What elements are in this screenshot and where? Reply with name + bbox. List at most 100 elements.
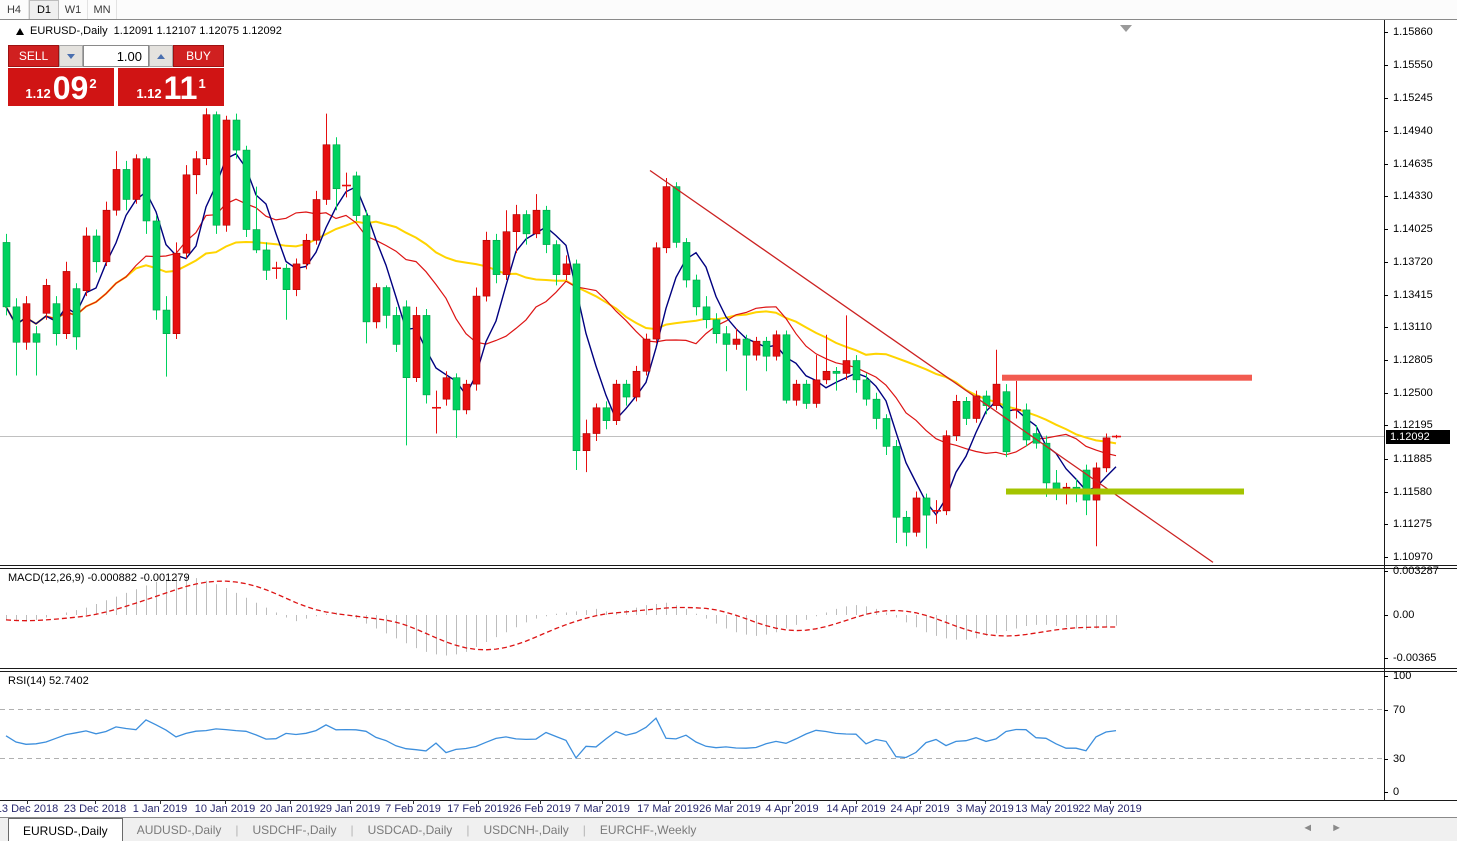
date-axis-label: 26 Feb 2019 <box>509 803 571 815</box>
indicator-axis-tick <box>1384 676 1388 677</box>
date-axis-tick <box>350 800 351 804</box>
buy-button[interactable]: BUY <box>173 45 224 67</box>
chevron-up-icon <box>157 53 165 59</box>
indicator-axis-tick <box>1384 792 1388 793</box>
price-axis-tick <box>1384 98 1388 100</box>
price-axis-tick <box>1384 163 1388 165</box>
symbol-tab-usdcnhdaily[interactable]: USDCNH-,Daily <box>483 823 569 837</box>
price-axis-tick <box>1384 294 1388 296</box>
date-axis-label: 14 Apr 2019 <box>826 803 886 815</box>
sell-button[interactable]: SELL <box>8 45 59 67</box>
price-axis-tick <box>1384 524 1388 526</box>
tab-divider: | <box>466 823 470 837</box>
date-axis-tick <box>730 800 731 804</box>
chart-canvas[interactable] <box>0 20 1457 841</box>
volume-increase-button[interactable] <box>149 45 173 67</box>
indicator-axis-tick <box>1384 615 1388 616</box>
indicator-axis-tick <box>1384 710 1388 711</box>
indicator-axis-tick <box>1384 759 1388 760</box>
date-axis-tick <box>290 800 291 804</box>
date-axis-tick <box>27 800 28 804</box>
buy-price-sup: 1 <box>198 76 206 91</box>
timeframe-button-MN[interactable]: MN <box>88 0 117 19</box>
tab-scroll-left-icon[interactable]: ◄ <box>1302 822 1314 834</box>
date-axis-label: 17 Mar 2019 <box>637 803 699 815</box>
price-axis-tick <box>1384 229 1388 230</box>
date-axis-label: 20 Jan 2019 <box>259 803 321 815</box>
pane-separator <box>0 565 1457 566</box>
chart-area[interactable] <box>0 20 1457 800</box>
tab-scroll-right-icon[interactable]: ► <box>1331 822 1342 834</box>
indicator-axis-label: 0.003287 <box>1393 565 1439 577</box>
price-axis-tick <box>1384 491 1388 493</box>
price-axis-label: 1.10970 <box>1393 551 1433 563</box>
date-axis-label: 10 Jan 2019 <box>194 803 256 815</box>
symbol-tab-audusddaily[interactable]: AUDUSD-,Daily <box>136 823 222 837</box>
date-axis-label: 23 Dec 2018 <box>63 803 127 815</box>
indicator-axis-label: 100 <box>1393 670 1412 682</box>
buy-price-quote[interactable]: 1.12 11 1 <box>118 68 224 106</box>
date-axis-label: 13 May 2019 <box>1015 803 1079 815</box>
price-axis-tick <box>1384 392 1388 394</box>
date-axis-label: 17 Feb 2019 <box>447 803 509 815</box>
symbol-tab-eurusddaily[interactable]: EURUSD-,Daily <box>8 818 123 841</box>
price-axis-label: 1.12805 <box>1393 353 1433 366</box>
macd-label: MACD(12,26,9) -0.000882 -0.001279 <box>8 572 190 584</box>
indicator-axis-tick <box>1384 658 1388 659</box>
timeframe-button-H4[interactable]: H4 <box>0 0 29 19</box>
price-axis-tick <box>1384 65 1388 67</box>
chart-shift-marker-icon <box>1120 25 1132 32</box>
symbol-tab-eurchfweekly[interactable]: EURCHF-,Weekly <box>599 823 697 837</box>
indicator-axis-label: 70 <box>1393 704 1406 716</box>
price-axis-label: 1.13110 <box>1393 321 1432 334</box>
tab-scroll-buttons: ◄ ► <box>1302 822 1342 834</box>
pane-separator <box>0 671 1457 672</box>
price-axis-label: 1.13720 <box>1393 255 1433 268</box>
price-axis-tick <box>1384 359 1388 361</box>
volume-input[interactable]: 1.00 <box>83 45 149 67</box>
date-axis-tick <box>602 800 603 804</box>
symbol-tab-bar: EURUSD-,Daily AUDUSD-,Daily | USDCHF-,Daily… <box>0 817 1457 841</box>
date-axis-label: 3 May 2019 <box>956 803 1014 815</box>
price-axis-tick <box>1384 261 1388 263</box>
chart-header: EURUSD-,Daily 1.12091 1.12107 1.12075 1.… <box>16 25 282 37</box>
price-axis-label: 1.15245 <box>1393 92 1433 105</box>
price-axis-label: 1.11580 <box>1393 485 1432 498</box>
date-axis-label: 29 Jan 2019 <box>319 803 381 815</box>
date-axis-tick <box>856 800 857 804</box>
sell-price-quote[interactable]: 1.12 09 2 <box>8 68 114 106</box>
sell-price-big: 09 <box>52 70 89 106</box>
price-axis-label: 1.14940 <box>1393 124 1433 137</box>
date-axis-label: 7 Feb 2019 <box>385 803 441 815</box>
rsi-label: RSI(14) 52.7402 <box>8 675 89 687</box>
indicator-axis-label: -0.00365 <box>1393 652 1437 664</box>
axis-divider <box>1384 20 1385 800</box>
symbol-tab-usdcaddaily[interactable]: USDCAD-,Daily <box>367 823 453 837</box>
sell-price-prefix: 1.12 <box>25 86 51 101</box>
tab-divider: | <box>235 823 239 837</box>
price-axis-label: 1.12500 <box>1393 386 1433 399</box>
symbol-tab-usdchfdaily[interactable]: USDCHF-,Daily <box>252 823 337 837</box>
timeframe-button-W1[interactable]: W1 <box>59 0 88 19</box>
volume-decrease-button[interactable] <box>59 45 83 67</box>
date-axis-tick <box>95 800 96 804</box>
pane-separator <box>0 800 1457 801</box>
date-axis-tick <box>540 800 541 804</box>
date-axis-tick <box>478 800 479 804</box>
price-axis-label: 1.11885 <box>1393 452 1432 465</box>
price-axis-label: 1.14025 <box>1393 223 1433 235</box>
date-axis-tick <box>1110 800 1111 804</box>
price-axis-tick <box>1384 32 1388 33</box>
date-axis-label: 24 Apr 2019 <box>890 803 950 815</box>
date-axis-tick <box>985 800 986 804</box>
timeframe-button-D1[interactable]: D1 <box>29 0 59 19</box>
price-axis-tick <box>1384 130 1388 132</box>
date-axis-tick <box>225 800 226 804</box>
indicator-axis-label: 0.00 <box>1393 609 1415 621</box>
timeframe-toolbar: H4 D1 W1 MN <box>0 0 1457 20</box>
date-axis-tick <box>668 800 669 804</box>
date-axis-tick <box>792 800 793 804</box>
pane-separator <box>0 568 1457 569</box>
date-axis-label: 1 Jan 2019 <box>132 803 188 815</box>
